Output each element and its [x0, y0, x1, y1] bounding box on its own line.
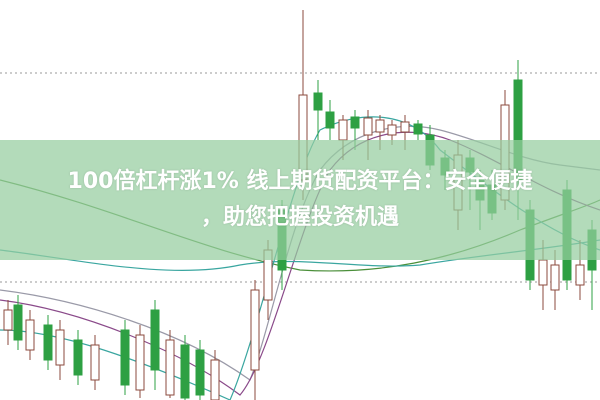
- candle-body: [13, 304, 23, 341]
- up-candle: [90, 335, 100, 390]
- candle-body: [165, 339, 175, 396]
- candle-body: [363, 117, 373, 136]
- candle-body: [325, 111, 335, 129]
- down-candle: [150, 300, 160, 390]
- candle-body: [120, 329, 130, 386]
- headline-line-2: ，助您把握投资机遇: [200, 205, 399, 230]
- up-candle: [55, 320, 65, 380]
- candle-body: [375, 119, 385, 133]
- down-candle: [73, 330, 83, 385]
- candle-body: [55, 329, 65, 366]
- candle-body: [195, 349, 205, 396]
- down-candle: [195, 340, 205, 400]
- up-candle: [25, 310, 35, 360]
- candle-body: [90, 344, 100, 381]
- up-candle: [3, 300, 13, 345]
- candle-body: [400, 121, 410, 133]
- candle-body: [73, 339, 83, 376]
- up-candle: [210, 350, 220, 400]
- up-candle: [165, 330, 175, 398]
- up-candle: [550, 250, 560, 310]
- candle-body: [210, 359, 220, 400]
- candle-body: [338, 119, 348, 141]
- down-candle: [325, 100, 335, 140]
- candle-body: [413, 123, 423, 135]
- candle-body: [150, 309, 160, 371]
- candle-body: [538, 259, 548, 286]
- down-candle: [413, 120, 423, 140]
- down-candle: [43, 315, 53, 370]
- up-candle: [135, 325, 145, 398]
- candle-body: [550, 264, 560, 291]
- headline-banner: 100倍杠杆涨1% 线上期货配资平台：安全便捷 ，助您把握投资机遇: [0, 140, 600, 260]
- candle-body: [350, 116, 360, 129]
- up-candle: [250, 280, 260, 400]
- down-candle: [180, 335, 190, 400]
- candle-body: [43, 324, 53, 361]
- candle-body: [387, 124, 397, 136]
- headline-line-1: 100倍杠杆涨1% 线上期货配资平台：安全便捷: [67, 169, 533, 194]
- candle-body: [180, 344, 190, 399]
- down-candle: [13, 295, 23, 350]
- candle-body: [313, 92, 323, 111]
- candle-body: [25, 319, 35, 351]
- candle-body: [575, 264, 585, 286]
- down-candle: [313, 80, 323, 140]
- candle-body: [250, 289, 260, 371]
- candle-body: [135, 334, 145, 391]
- down-candle: [120, 320, 130, 395]
- candle-body: [3, 309, 13, 331]
